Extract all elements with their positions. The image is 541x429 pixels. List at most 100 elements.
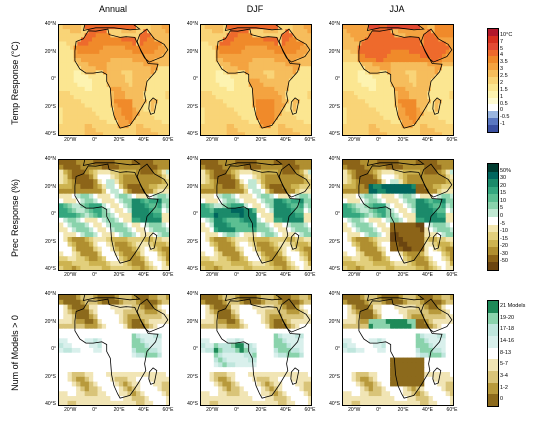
coastline-europe <box>366 25 425 32</box>
lat-tick-label: 20°S <box>187 238 198 245</box>
colorbar-cell <box>488 118 498 126</box>
colorbar-label: 4 <box>500 52 504 59</box>
coastline-africa <box>358 163 443 264</box>
colorbar-label: -15 <box>500 235 508 242</box>
map-panel-prec-jja <box>342 159 454 271</box>
coastline-africa <box>358 298 443 399</box>
coastline-africa <box>216 28 301 129</box>
lat-tick-label: 20°S <box>329 373 340 380</box>
colorbar-cell <box>488 254 498 263</box>
colorbar-label: 2 <box>500 79 504 86</box>
lon-tick-label: 40°E <box>422 407 433 413</box>
coastline-arabia <box>420 163 453 198</box>
lat-tick-label: 20°S <box>45 103 56 110</box>
lon-tick-label: 0° <box>92 137 98 143</box>
coastline-madagascar <box>148 97 158 115</box>
colorbar-cell <box>488 42 498 50</box>
colorbar-label: 14-16 <box>500 337 515 344</box>
lat-tick-label: 0° <box>51 76 56 82</box>
lon-tick-label: 40°E <box>280 272 291 278</box>
lat-tick-label: 40°N <box>44 156 56 162</box>
column-title-djf: DJF <box>246 4 264 14</box>
coastline-madagascar <box>432 97 442 115</box>
colorbar-cell <box>488 83 498 91</box>
colorbar-label: 3.5 <box>500 59 508 66</box>
coastline-arabia <box>136 298 169 333</box>
colorbar-label: 8-13 <box>500 349 512 356</box>
map-panel-prec-annual <box>58 159 170 271</box>
colorbar-cell <box>488 394 498 406</box>
colorbar-cell <box>488 359 498 371</box>
map-panel-temp-annual <box>58 24 170 136</box>
row-title-prec: Prec Response (%) <box>10 178 20 258</box>
map-panel-models-jja <box>342 294 454 406</box>
lon-tick-label: 60°E <box>446 272 458 278</box>
lat-tick-label: 0° <box>193 211 198 217</box>
colorbar-cell <box>488 56 498 64</box>
colorbar-cell <box>488 164 498 172</box>
lat-tick-label: 40°S <box>329 131 340 137</box>
lon-tick-label: 40°E <box>280 407 291 413</box>
lat-tick-label: 20°N <box>186 48 198 55</box>
colorbar-label: 1.5 <box>500 86 508 93</box>
colorbar-label: 15 <box>500 190 507 197</box>
colorbar-cell <box>488 382 498 395</box>
coastline-africa <box>74 163 159 264</box>
lon-tick-label: 20°E <box>113 407 125 413</box>
colorbar-cell <box>488 104 498 112</box>
lon-tick-label: 20°E <box>113 272 125 278</box>
row-title-temp: Temp Response (°C) <box>10 41 20 125</box>
lat-tick-label: 40°N <box>328 156 340 162</box>
coastline-arabia <box>278 28 311 63</box>
lon-tick-label: 20°E <box>397 272 409 278</box>
column-title-jja: JJA <box>389 4 405 14</box>
colorbar-cell <box>488 335 498 348</box>
lon-tick-label: 0° <box>92 272 98 278</box>
lat-tick-label: 40°S <box>329 401 340 407</box>
lon-tick-label: 20°W <box>348 137 361 143</box>
lat-tick-label: 20°S <box>329 103 340 110</box>
colorbar-cell <box>488 171 498 180</box>
colorbar-label: -0.5 <box>500 114 510 121</box>
lat-tick-label: 40°N <box>44 291 56 297</box>
lat-tick-label: 40°N <box>186 156 198 162</box>
lon-tick-label: 60°E <box>162 272 174 278</box>
lon-tick-label: 60°E <box>304 407 316 413</box>
map-panel-temp-jja <box>342 24 454 136</box>
lon-tick-label: 60°E <box>446 407 458 413</box>
colorbar-cell <box>488 63 498 71</box>
lon-tick-label: 60°E <box>304 137 316 143</box>
lon-tick-label: 20°E <box>255 407 267 413</box>
colorbar-cell <box>488 179 498 187</box>
lon-tick-label: 20°E <box>255 272 267 278</box>
lon-tick-label: 60°E <box>304 272 316 278</box>
colorbar-label: 5 <box>500 205 504 212</box>
colorbar-label: 0 <box>500 396 504 403</box>
colorbar-label: 5-7 <box>500 361 508 368</box>
lon-tick-label: 20°W <box>206 272 219 278</box>
colorbar-label: -5 <box>500 220 505 227</box>
lat-tick-label: 40°S <box>45 266 56 272</box>
coastline-europe <box>224 295 283 302</box>
lon-tick-label: 0° <box>92 407 98 413</box>
coastline-arabia <box>420 28 453 63</box>
coastline-madagascar <box>290 232 300 250</box>
colorbar-cell <box>488 29 498 36</box>
lat-tick-label: 40°S <box>187 401 198 407</box>
coastline-arabia <box>136 163 169 198</box>
coastline-europe <box>366 160 425 167</box>
colorbar-label: 3 <box>500 66 504 73</box>
lon-tick-label: 20°W <box>206 137 219 143</box>
lon-tick-label: 20°E <box>113 137 125 143</box>
lat-tick-label: 40°N <box>328 291 340 297</box>
lon-tick-label: 0° <box>376 137 382 143</box>
coastline-madagascar <box>290 367 300 385</box>
lat-tick-label: 20°S <box>187 103 198 110</box>
colorbar-label: 19-20 <box>500 314 515 321</box>
lon-tick-label: 40°E <box>138 407 149 413</box>
coastline-madagascar <box>290 97 300 115</box>
lon-tick-label: 40°E <box>138 137 149 143</box>
lat-tick-label: 40°N <box>328 21 340 27</box>
colorbar-label: 0 <box>500 107 504 114</box>
colorbar-label: 7 <box>500 38 504 45</box>
